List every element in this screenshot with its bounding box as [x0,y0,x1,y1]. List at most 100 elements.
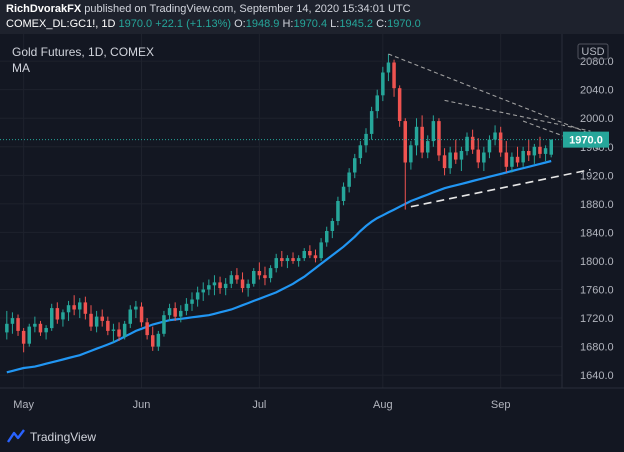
candle-body [38,323,43,333]
price-tick-label: 2000.0 [580,113,614,125]
candle-body [139,306,144,323]
candle-body [538,146,542,154]
low-value: 1945.2 [339,18,374,30]
candle [280,250,284,267]
candle [66,300,71,321]
candle [498,126,503,157]
candle [111,323,116,343]
candle [27,323,31,347]
author-name[interactable]: RichDvorakFX [6,3,82,15]
candle-body [521,151,525,163]
tradingview-brand[interactable]: TradingView [30,430,97,444]
candle [139,302,144,327]
price-tick-label: 1760.0 [580,285,614,297]
candle-body [347,172,351,187]
candle-body [83,302,88,314]
candle-body [431,121,436,142]
time-tick-label: Aug [373,399,393,411]
candle [156,330,161,351]
candle [431,115,436,147]
candle-body [106,320,110,331]
candle-body [229,275,234,284]
candle-body [167,308,172,316]
candle-body [94,316,99,327]
candle [409,141,413,170]
candle-body [285,258,290,261]
trendline[interactable] [444,99,591,132]
candle-body [454,152,458,160]
candle-body [156,333,161,347]
candle [190,292,194,311]
currency-box[interactable] [577,43,609,60]
candle-body [515,156,520,163]
price-tick-label: 2040.0 [580,85,614,97]
candle [285,255,290,269]
candle-body [10,318,15,324]
candle [117,322,121,341]
price-chart[interactable]: 1640.0 1680.0 1720.0 1760.0 1800.0 1840.0 1880… [0,34,624,422]
candle-body [117,329,121,337]
candle-body [476,149,480,163]
price-tick-label: 1880.0 [580,199,614,211]
candle-body [207,285,211,290]
candle [21,328,26,353]
candle [353,153,357,179]
candle-body [308,251,312,256]
published-text: published on TradingView.com, September … [84,3,411,15]
candle-body [280,258,284,261]
candle-body [510,156,514,167]
candle [414,118,419,156]
open-label: O: [234,18,246,30]
candle-body [72,305,76,310]
candle [10,312,15,334]
price-tick-label: 1800.0 [580,256,614,268]
candle [325,226,329,247]
candle-body [173,308,177,317]
candle-body [291,258,295,261]
candle [392,59,396,97]
moving-average [6,159,552,374]
trendline[interactable] [410,168,591,208]
candle-body [353,158,357,173]
candle [240,272,245,293]
candle [235,268,239,284]
candle-body [543,148,548,154]
candle-body [493,132,497,140]
candle [504,141,509,173]
candle-body [482,152,486,163]
close-label: C: [376,18,388,30]
candle [223,278,228,296]
candle-body [134,306,138,310]
candle-body [89,313,93,327]
candle [151,326,155,351]
candle-body [487,139,492,153]
candle [106,316,110,336]
time-tick-label: Sep [491,399,511,411]
candle [375,89,379,119]
candle-body [263,275,267,279]
candle-body [100,316,104,321]
candle [291,252,295,264]
candle [527,139,531,162]
candle-body [397,88,402,121]
time-axis[interactable]: May Jun Jul Aug Sep [13,399,510,411]
price-tick-label: 1720.0 [580,313,614,325]
candle [218,276,222,294]
candle [426,135,430,159]
candle [470,129,475,154]
candle-body [341,186,346,201]
candle-body [44,328,48,333]
candle [381,66,385,102]
candle-body [358,145,363,159]
last-price-label: 1970.0 [569,135,603,147]
candle [134,300,138,319]
last-price-value: 1970.0 [118,18,153,30]
trendline[interactable] [388,53,602,139]
candle [543,145,548,162]
candle [252,268,256,287]
candle [50,303,54,331]
candle-body [128,309,132,324]
candle-body [448,152,452,169]
candle [459,146,464,172]
candle-body [414,126,419,146]
